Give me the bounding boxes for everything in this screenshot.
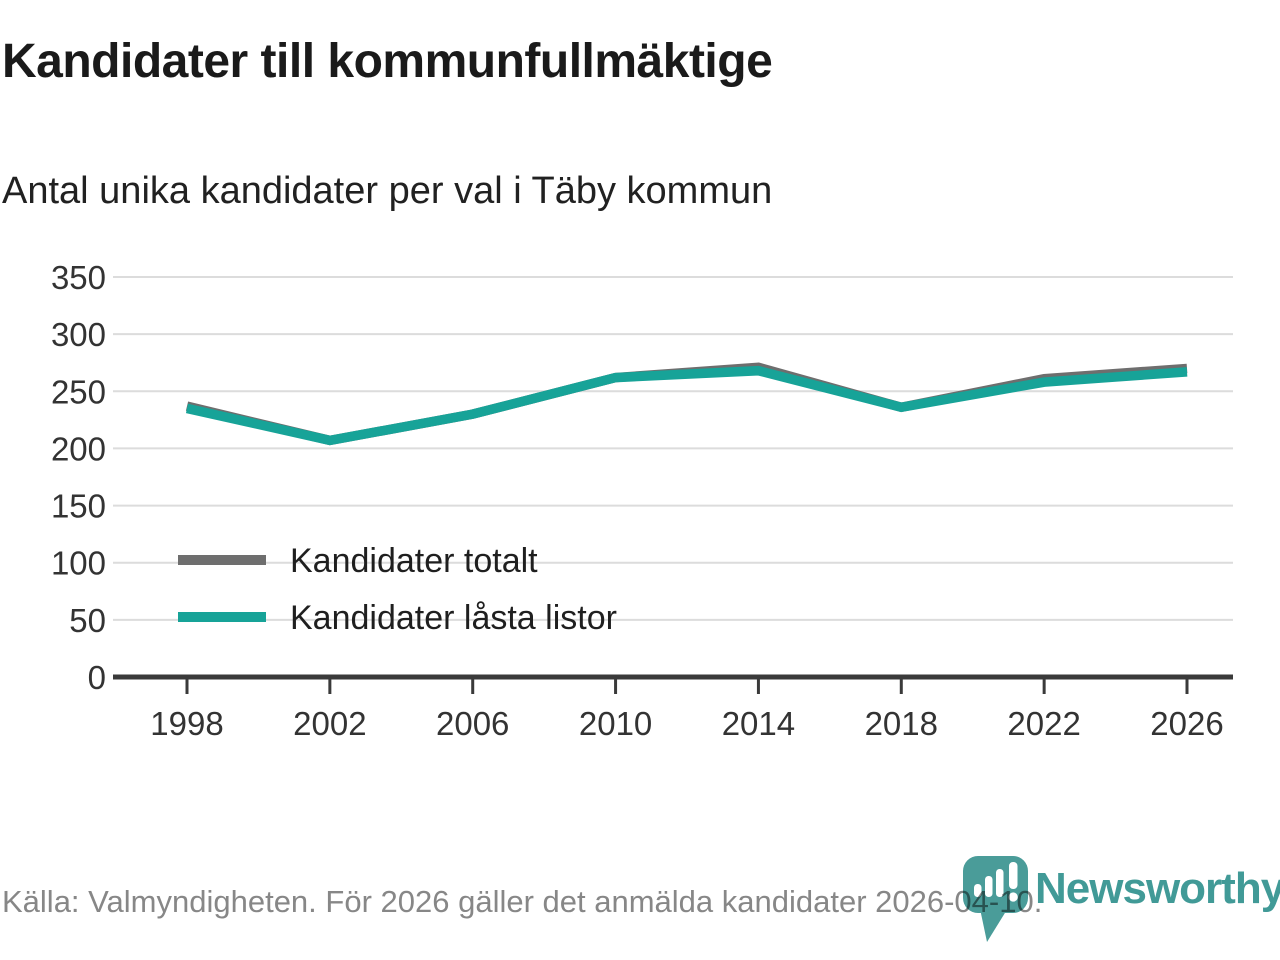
x-axis-tick-label: 2006 <box>436 705 509 742</box>
y-axis-tick-label: 100 <box>51 545 106 582</box>
y-axis-tick-label: 0 <box>88 659 106 696</box>
x-axis-tick-label: 2002 <box>293 705 366 742</box>
newsworthy-logo: Newsworthy <box>953 846 1280 955</box>
line-series-lasta-listor <box>185 365 1188 446</box>
x-axis-tick-label: 2014 <box>722 705 795 742</box>
line-chart: 0 50 100 150 200 250 300 350 1998 2002 2006 2010 201… <box>51 259 1233 742</box>
page-title: Kandidater till kommunfullmäktige <box>2 35 773 88</box>
x-axis-tick-label: 2010 <box>579 705 652 742</box>
newsworthy-pin-icon <box>963 856 1028 942</box>
y-axis-tick-label: 200 <box>51 430 106 467</box>
legend-label: Kandidater låsta listor <box>290 599 617 637</box>
x-axis-tick-label: 2022 <box>1007 705 1080 742</box>
chart-subtitle: Antal unika kandidater per val i Täby ko… <box>2 170 773 212</box>
x-axis-tick-label: 2026 <box>1150 705 1223 742</box>
y-axis-tick-label: 300 <box>51 316 106 353</box>
y-axis-tick-label: 250 <box>51 373 106 410</box>
x-axis-tick-label: 1998 <box>150 705 223 742</box>
newsworthy-wordmark: Newsworthy <box>1035 864 1280 913</box>
y-axis-tick-label: 150 <box>51 488 106 525</box>
y-axis-tick-label: 50 <box>69 602 106 639</box>
source-text: Källa: Valmyndigheten. För 2026 gäller d… <box>2 884 1043 919</box>
y-axis-tick-label: 350 <box>51 259 106 296</box>
x-axis-tick-label: 2018 <box>865 705 938 742</box>
legend-label: Kandidater totalt <box>290 542 538 580</box>
